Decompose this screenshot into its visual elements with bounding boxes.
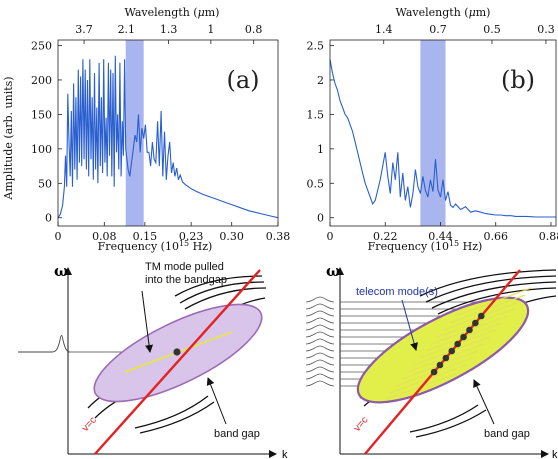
mode-point [436,361,444,369]
diagram-right-band-gap-label: band gap [484,428,530,440]
b-ytick-label: 0.5 [307,177,325,190]
diagram-right-annotation-arrow [401,299,418,351]
b-top-tick-label: 0.7 [429,23,447,36]
b-xtick-label: 0.88 [539,230,558,243]
a-top-tick-label: 1.3 [160,23,178,36]
mode-spectrum-bump [305,310,335,317]
mode-spectrum-bump [305,359,335,366]
b-top-tick-label: 0.5 [483,23,501,36]
b-bandgap-region [420,40,446,226]
mode-point [454,340,461,348]
b-top-tick-label: 0.3 [537,23,555,36]
chart-b-panel-label: (b) [501,66,535,94]
chart-a-ylabel: Amplitude (arb. units) [2,76,15,200]
chart-b-xlabel: Frequency (1015 Hz) [368,239,483,253]
a-ytick-label: 100 [31,143,52,156]
mode-spectrum-bump [305,296,335,303]
mode-spectrum-bump [305,331,335,338]
b-top-tick-label: 1.4 [375,23,393,36]
a-ytick-label: 200 [31,74,52,87]
chart-a-xlabel: Frequency (1015 Hz) [98,239,213,253]
chart-a: 3.7 2.1 1.3 1 0.8 Wavelength (μm) 0 50 100 150 2… [2,6,290,253]
mode-spectrum-bump [305,373,335,380]
mode-spectrum-bump [305,317,335,324]
chart-a-panel-label: (a) [226,66,259,94]
a-xtick-label: 0.30 [219,230,244,243]
diagram-right: ω k v=c telecom mode(s) band gap [305,262,558,459]
mode-spectrum-bump [305,352,335,359]
b-ytick-label: 1.5 [307,108,325,121]
a-ytick-label: 250 [31,40,52,53]
mode-spectrum-bump [305,338,335,345]
a-bandgap-region [125,40,144,226]
mode-spectrum-bump [305,324,335,331]
diagram-right-annotation: telecom mode(s) [356,286,438,298]
chart-b-frame [329,39,557,227]
diagram-right-ellipse-edge [356,296,530,404]
mode-point [448,347,456,355]
diagram-left: ω k v=c TM mode pulled into the bandgap b… [18,261,288,459]
chart-b-top-label: Wavelength (μm) [396,6,491,19]
chart-a-frame [57,39,279,227]
diagram-right-light-line-label: v=c [352,415,371,434]
mode-point [442,354,450,362]
a-top-tick-label: 0.8 [245,23,263,36]
diagram-left-omega-label: ω [54,262,68,280]
mode-point [466,326,473,334]
b-xtick-label: 0.22 [373,230,398,243]
a-top-tick-label: 1 [207,23,214,36]
mode-spectrum-bump [305,366,335,373]
a-xtick-label: 0.38 [266,230,291,243]
diagram-right-light-line [364,269,521,455]
chart-a-top-label: Wavelength (μm) [125,6,220,19]
diagram-right-band-gap-arrow [473,379,495,425]
a-xtick-label: 0.23 [179,230,204,243]
a-xtick-label: 0.08 [92,230,117,243]
mode-spectrum-bump [305,345,335,352]
diagram-left-light-line [94,269,261,455]
b-xtick-label: 0 [327,230,334,243]
chart-b-series-line [329,59,556,218]
diagram-right-mode-points [430,312,485,376]
mode-point [460,333,467,341]
diagram-right-k-label: k [552,449,558,459]
b-ytick-label: 2 [317,74,324,87]
chart-a-series-line [57,55,279,219]
mode-spectrum-bump [305,380,335,387]
b-xtick-label: 0.66 [483,230,508,243]
diagram-left-k-label: k [282,449,288,459]
b-ytick-label: 0 [317,212,324,225]
mode-spectrum-bump [305,303,335,310]
diagram-left-mode-spectrum [18,335,71,353]
diagram-left-mode-point [173,348,181,356]
diagram-right-omega-label: ω [326,262,340,280]
mode-point [430,368,438,376]
a-ytick-label: 150 [31,108,52,121]
a-ytick-label: 0 [45,212,52,225]
mode-point [472,319,479,327]
diagram-left-annotation-arrow [141,290,154,353]
chart-b: 1.4 0.7 0.5 0.3 Wavelength (μm) 0 0.5 1 1.5 2 2.… [307,6,558,253]
a-xtick-label: 0 [55,230,62,243]
b-ytick-label: 2.5 [307,40,325,53]
a-xtick-label: 0.15 [133,230,158,243]
a-top-tick-label: 2.1 [118,23,136,36]
diagram-left-band-gap-label: band gap [214,428,260,440]
diagram-left-band-gap-arrow [206,377,227,425]
a-ytick-label: 50 [38,177,52,190]
diagram-left-annotation: TM mode pulled into the bandgap [145,261,227,286]
mode-point [477,312,485,320]
b-xtick-label: 0.44 [428,230,453,243]
chart-a-top-ticks: 3.7 2.1 1.3 1 0.8 [75,23,262,44]
b-ytick-label: 1 [317,143,324,156]
a-top-tick-label: 3.7 [75,23,93,36]
